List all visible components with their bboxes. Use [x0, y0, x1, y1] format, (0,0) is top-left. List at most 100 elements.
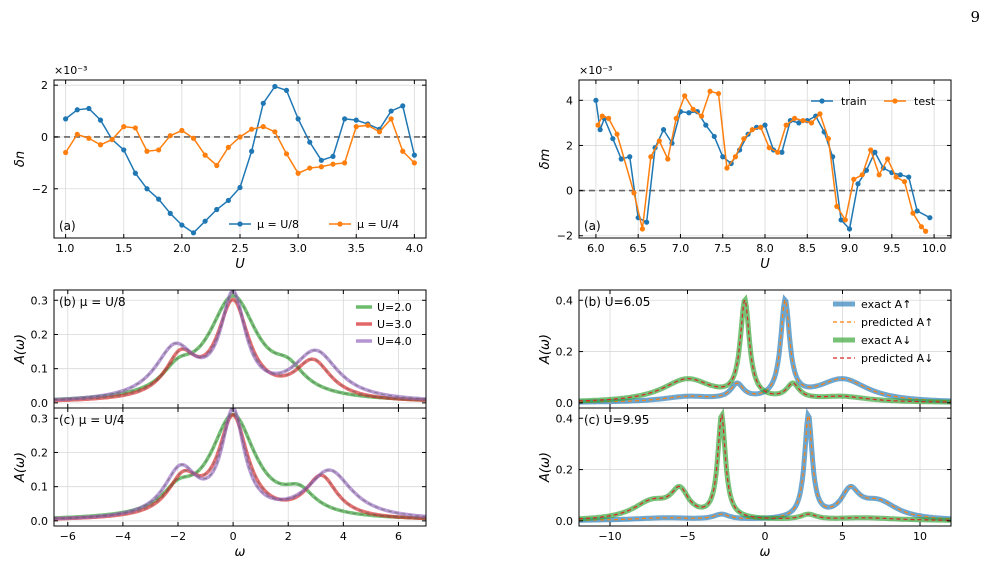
legend-marker	[237, 221, 243, 227]
y-tick-label: 0.3	[31, 294, 49, 307]
y-tick-label: 2	[41, 79, 48, 92]
series-line	[597, 90, 927, 232]
predicted-curve	[579, 413, 951, 521]
data-point	[260, 100, 266, 106]
data-point	[109, 136, 115, 143]
data-point	[132, 170, 138, 176]
data-point	[411, 152, 417, 158]
data-point	[614, 131, 620, 137]
data-point	[618, 156, 624, 162]
data-point	[595, 122, 601, 128]
chart-Ac: −10 −5 0 5 10 0.0 0.2 0.4 ω A(ω) (c) U=9.95	[538, 407, 952, 560]
data-point	[838, 217, 844, 223]
y-tick-label: −2	[32, 183, 48, 196]
y-tick-label: 2	[566, 139, 573, 152]
data-point	[295, 116, 301, 122]
data-point	[868, 147, 874, 153]
data-point	[686, 110, 692, 116]
y-tick-label: 0.2	[31, 446, 49, 459]
legend-label: μ = U/8	[257, 218, 299, 231]
predicted-curve	[54, 295, 426, 401]
panel-tag: (a)	[59, 219, 76, 233]
predicted-curve	[579, 298, 951, 403]
data-point	[859, 172, 865, 178]
data-point	[762, 122, 768, 128]
x-axis-label: ω	[235, 545, 246, 560]
y-tick-label: 0.0	[556, 397, 574, 410]
data-point	[673, 115, 679, 121]
y-tick-label: 0	[566, 185, 573, 198]
data-point	[156, 147, 162, 153]
data-point	[597, 127, 603, 133]
data-point	[893, 174, 899, 180]
data-point	[342, 116, 348, 122]
data-point	[225, 197, 231, 204]
legend-marker	[337, 221, 343, 227]
x-tick-label: 6.0	[587, 242, 605, 255]
data-point	[388, 116, 394, 122]
data-point	[711, 133, 717, 140]
predicted-curve	[54, 408, 426, 520]
data-point	[779, 149, 785, 155]
data-point	[86, 105, 92, 112]
y-tick-label: 0.0	[31, 397, 49, 410]
y-tick-label: 0.0	[31, 515, 49, 528]
chart-A8: 0.0 0.1 0.2 0.3 A(ω) (b) μ = U/8 U=2.0 U=3.0 U=4…	[13, 289, 427, 410]
legend-marker	[819, 98, 825, 104]
data-point	[796, 120, 802, 126]
data-point	[741, 136, 747, 142]
data-point	[644, 219, 650, 225]
axis-scale-label: ×10⁻³	[579, 64, 612, 77]
y-tick-label: 0.2	[556, 346, 574, 359]
data-point	[631, 190, 637, 196]
x-axis-label: ω	[760, 545, 771, 560]
data-point	[825, 136, 832, 142]
x-tick-label: −2	[170, 530, 186, 543]
data-point	[834, 203, 840, 209]
legend-label: train	[841, 95, 867, 108]
x-tick-label: 10	[913, 530, 927, 543]
data-point	[665, 156, 671, 162]
x-tick-label: 0	[762, 530, 769, 543]
data-point	[808, 120, 815, 126]
data-point	[707, 88, 713, 94]
data-point	[144, 186, 150, 192]
y-tick-label: 0.4	[556, 294, 574, 307]
data-point	[74, 107, 80, 113]
x-tick-label: 10.0	[922, 242, 947, 255]
panel-tag: (b) μ = U/8	[59, 295, 126, 309]
legend-label: test	[914, 95, 936, 108]
data-point	[698, 113, 705, 119]
data-point	[272, 83, 278, 90]
data-point	[97, 142, 104, 148]
data-point	[648, 154, 654, 160]
panel-tag: (c) μ = U/4	[59, 413, 125, 427]
axes-frame	[53, 407, 427, 527]
data-point	[918, 224, 925, 230]
x-tick-label: 9.5	[883, 242, 901, 255]
legend-label: exact A↑	[861, 298, 911, 311]
data-point	[156, 196, 162, 202]
data-point	[86, 135, 92, 141]
data-point	[863, 167, 870, 173]
series-line	[595, 100, 931, 231]
data-point	[593, 97, 599, 103]
data-point	[656, 138, 662, 144]
plot-area	[54, 290, 426, 403]
data-point	[775, 149, 781, 155]
data-point	[720, 154, 726, 160]
data-point	[283, 151, 290, 157]
data-point	[237, 134, 243, 140]
data-point	[876, 172, 882, 178]
data-point	[190, 135, 197, 141]
y-tick-label: 0	[41, 131, 48, 144]
x-tick-label: −10	[598, 530, 621, 543]
data-point	[307, 165, 313, 171]
data-point	[400, 148, 406, 154]
data-point	[749, 127, 755, 133]
data-point	[901, 178, 908, 185]
data-point	[63, 149, 69, 156]
gridlines	[54, 80, 426, 238]
y-tick-label: 0.4	[556, 412, 574, 425]
data-point	[639, 226, 646, 232]
